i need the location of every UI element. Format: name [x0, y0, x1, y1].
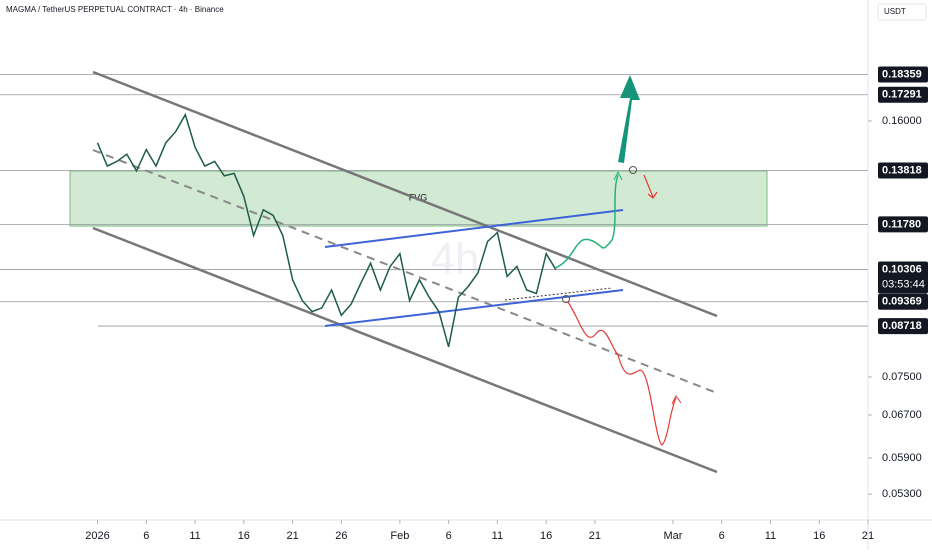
x-tick-label: 6: [719, 530, 725, 542]
x-tick-label: 21: [862, 530, 874, 542]
x-tick-label: 21: [286, 530, 298, 542]
level-label: 0.09369: [882, 296, 922, 308]
level-label: 0.08718: [882, 320, 922, 332]
level-box: [878, 318, 928, 335]
support-dots: [504, 287, 613, 301]
level-box: [878, 66, 928, 83]
bear-arrowhead: [671, 395, 682, 405]
x-tick-label: 26: [335, 530, 347, 542]
x-tick-label: 21: [589, 530, 601, 542]
bear-small: [643, 174, 658, 199]
x-tick-label: 11: [765, 530, 776, 542]
wedge-bottom: [324, 289, 624, 327]
currency-box: [877, 3, 927, 21]
level-label: 0.17291: [882, 89, 922, 101]
countdown: 03:53:44: [882, 278, 925, 290]
fvg-label: FVG: [409, 192, 428, 202]
symbol-title: MAGMA / TetherUS PERPETUAL CONTRACT · 4h…: [6, 5, 224, 14]
x-tick-label: 16: [238, 530, 250, 542]
y-tick-label: 0.16000: [882, 115, 922, 127]
bear-path: [567, 301, 677, 446]
y-tick-label: 0.07500: [882, 371, 922, 383]
channel-bottom: [92, 226, 718, 474]
x-tick-label: 16: [813, 530, 825, 542]
x-tick-label: 2026: [85, 530, 109, 542]
channel-top: [92, 70, 718, 318]
wedge-top: [324, 209, 624, 248]
level-box: [878, 216, 928, 233]
level-box: [878, 86, 928, 103]
x-tick-label: Feb: [390, 530, 409, 542]
level-box: [878, 293, 928, 310]
level-label: 0.10306: [882, 263, 922, 275]
bull-path: [554, 174, 619, 269]
marker: [629, 166, 637, 174]
x-tick-label: 11: [189, 530, 200, 542]
x-tick-label: 6: [446, 530, 452, 542]
level-box: [878, 162, 928, 179]
y-tick-label: 0.05300: [882, 488, 922, 500]
currency: USDT: [884, 7, 906, 16]
marker: [562, 295, 570, 303]
level-box: [878, 261, 928, 294]
x-tick-label: 6: [143, 530, 149, 542]
big-arrow: [618, 75, 640, 163]
x-tick-label: Mar: [663, 530, 682, 542]
level-label: 0.18359: [882, 68, 922, 80]
level-label: 0.11780: [882, 218, 921, 230]
level-label: 0.13818: [882, 164, 922, 176]
x-tick-label: 16: [540, 530, 552, 542]
x-tick-label: 11: [492, 530, 503, 542]
y-tick-label: 0.06700: [882, 409, 922, 421]
bull-arrowhead: [613, 170, 623, 181]
watermark: 4h: [431, 235, 480, 284]
price-line: [96, 112, 557, 347]
y-tick-label: 0.05900: [882, 452, 922, 464]
